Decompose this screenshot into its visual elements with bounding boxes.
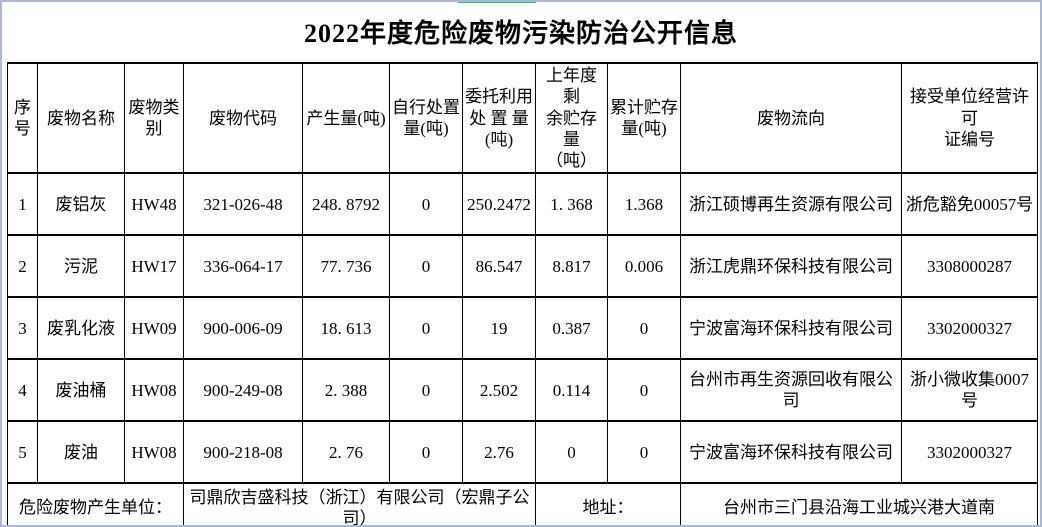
table-row: 5 废油 HW08 900-218-08 2. 76 0 2.76 0 0 宁波… <box>7 420 1038 485</box>
cell-waste-code: 900-006-09 <box>183 296 303 361</box>
cell-waste-name: 废油 <box>37 420 125 485</box>
cell-entrusted-qty: 250.2472 <box>462 172 536 237</box>
column-header-prev-year-storage: 上年度剩 余贮存量 （吨） <box>535 61 608 175</box>
table-row: 3 废乳化液 HW09 900-006-09 18. 613 0 19 0.38… <box>7 296 1038 361</box>
cell-prev-year-storage: 0.114 <box>535 358 608 423</box>
column-header-self-disposal-qty: 自行处置 量(吨) <box>389 61 463 175</box>
cell-seq: 5 <box>7 420 38 485</box>
cell-waste-code: 321-026-48 <box>183 172 303 237</box>
cell-generated-qty: 248. 8792 <box>302 172 390 237</box>
column-header-waste-code: 废物代码 <box>183 61 303 175</box>
page-title: 2022年度危险废物污染防治公开信息 <box>303 19 738 48</box>
cell-waste-name: 污泥 <box>37 234 125 299</box>
cell-seq: 3 <box>7 296 38 361</box>
cell-permit-no: 浙危豁免00057号 <box>901 172 1038 237</box>
cell-entrusted-qty: 19 <box>462 296 536 361</box>
table-footer-row: 危险废物产生单位： 司鼎欣吉盛科技（浙江）有限公司（宏鼎子公司） 地址： 台州市… <box>7 482 1038 525</box>
cell-generated-qty: 2. 76 <box>302 420 390 485</box>
cell-self-disposal-qty: 0 <box>389 358 463 423</box>
cell-waste-name: 废铝灰 <box>37 172 125 237</box>
cell-waste-category: HW17 <box>124 234 184 299</box>
producer-label: 危险废物产生单位： <box>7 482 184 525</box>
address-value: 台州市三门县沿海工业城兴港大道南 <box>680 482 1038 525</box>
cell-waste-category: HW08 <box>124 420 184 485</box>
cell-self-disposal-qty: 0 <box>389 234 463 299</box>
cell-waste-flow: 宁波富海环保科技有限公司 <box>680 296 902 361</box>
cell-waste-code: 336-064-17 <box>183 234 303 299</box>
cell-self-disposal-qty: 0 <box>389 296 463 361</box>
cell-permit-no: 3308000287 <box>901 234 1038 299</box>
scrollbar-thumb[interactable] <box>458 2 536 3</box>
cell-waste-name: 废油桶 <box>37 358 125 423</box>
cell-waste-category: HW09 <box>124 296 184 361</box>
cell-cumulative-storage: 0 <box>607 296 681 361</box>
cell-permit-no: 浙小微收集0007号 <box>901 358 1038 423</box>
cell-prev-year-storage: 1. 368 <box>535 172 608 237</box>
cell-entrusted-qty: 86.547 <box>462 234 536 299</box>
cell-entrusted-qty: 2.502 <box>462 358 536 423</box>
cell-waste-flow: 台州市再生资源回收有限公司 <box>680 358 902 423</box>
cell-prev-year-storage: 8.817 <box>535 234 608 299</box>
cell-seq: 2 <box>7 234 38 299</box>
cell-self-disposal-qty: 0 <box>389 420 463 485</box>
cell-prev-year-storage: 0.387 <box>535 296 608 361</box>
hazardous-waste-table: 序号 废物名称 废物类 别 废物代码 产生量(吨) 自行处置 量(吨) 委托利用… <box>7 61 1038 525</box>
producer-value: 司鼎欣吉盛科技（浙江）有限公司（宏鼎子公司） <box>183 482 536 525</box>
cell-cumulative-storage: 0.006 <box>607 234 681 299</box>
table-header-row: 序号 废物名称 废物类 别 废物代码 产生量(吨) 自行处置 量(吨) 委托利用… <box>7 61 1038 175</box>
cell-permit-no: 3302000327 <box>901 420 1038 485</box>
column-header-waste-category: 废物类 别 <box>124 61 184 175</box>
column-header-generated-qty: 产生量(吨) <box>302 61 390 175</box>
address-label: 地址： <box>535 482 681 525</box>
cell-waste-name: 废乳化液 <box>37 296 125 361</box>
column-header-waste-name: 废物名称 <box>37 61 125 175</box>
table-row: 4 废油桶 HW08 900-249-08 2. 388 0 2.502 0.1… <box>7 358 1038 423</box>
cell-waste-flow: 宁波富海环保科技有限公司 <box>680 420 902 485</box>
cell-entrusted-qty: 2.76 <box>462 420 536 485</box>
column-header-waste-flow: 废物流向 <box>680 61 902 175</box>
table-row: 1 废铝灰 HW48 321-026-48 248. 8792 0 250.24… <box>7 172 1038 237</box>
cell-cumulative-storage: 1.368 <box>607 172 681 237</box>
cell-waste-flow: 浙江虎鼎环保科技有限公司 <box>680 234 902 299</box>
column-header-entrusted-qty: 委托利用 处 置 量 (吨) <box>462 61 536 175</box>
cell-permit-no: 3302000327 <box>901 296 1038 361</box>
cell-waste-category: HW08 <box>124 358 184 423</box>
cell-waste-category: HW48 <box>124 172 184 237</box>
cell-generated-qty: 18. 613 <box>302 296 390 361</box>
cell-generated-qty: 2. 388 <box>302 358 390 423</box>
column-header-seq: 序号 <box>7 61 38 175</box>
cell-prev-year-storage: 0 <box>535 420 608 485</box>
cell-seq: 4 <box>7 358 38 423</box>
table-row: 2 污泥 HW17 336-064-17 77. 736 0 86.547 8.… <box>7 234 1038 299</box>
cell-self-disposal-qty: 0 <box>389 172 463 237</box>
column-header-cumulative-storage: 累计贮存 量(吨) <box>607 61 681 175</box>
cell-cumulative-storage: 0 <box>607 420 681 485</box>
cell-cumulative-storage: 0 <box>607 358 681 423</box>
cell-waste-code: 900-249-08 <box>183 358 303 423</box>
cell-seq: 1 <box>7 172 38 237</box>
cell-waste-flow: 浙江硕博再生资源有限公司 <box>680 172 902 237</box>
cell-generated-qty: 77. 736 <box>302 234 390 299</box>
column-header-permit-no: 接受单位经营许可 证编号 <box>901 61 1038 175</box>
cell-waste-code: 900-218-08 <box>183 420 303 485</box>
